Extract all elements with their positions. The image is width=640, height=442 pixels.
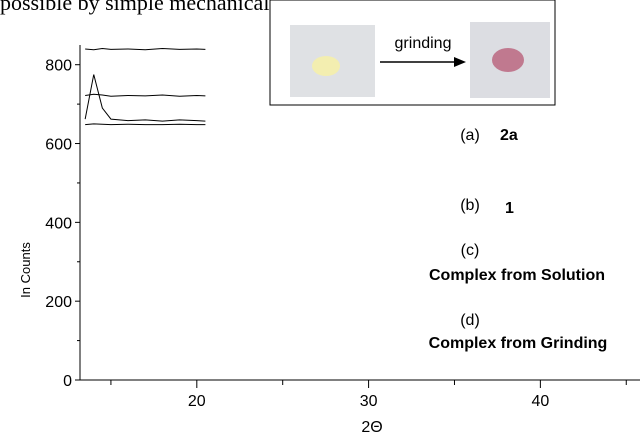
inset: grinding xyxy=(269,0,556,106)
x-tick-label: 40 xyxy=(531,393,549,410)
trace xyxy=(85,93,206,97)
trace xyxy=(84,74,206,122)
trace xyxy=(85,123,206,126)
trace-name: 2a xyxy=(500,127,518,144)
trace-name: 1 xyxy=(505,200,514,217)
y-axis-label: In Counts xyxy=(18,242,33,298)
trace xyxy=(85,48,206,51)
x-axis-label: 2Θ xyxy=(361,419,382,436)
arrow-head xyxy=(454,57,466,67)
trace-name: Complex from Solution xyxy=(429,267,605,284)
y-tick-label: 600 xyxy=(45,137,72,154)
trace-name: Complex from Grinding xyxy=(429,335,608,352)
red-powder xyxy=(492,48,524,72)
trace-marker: (c) xyxy=(461,242,480,259)
trace-marker: (d) xyxy=(460,312,480,329)
body-text: possible by simple mechanical grinding. xyxy=(0,0,355,15)
trace-marker: (b) xyxy=(460,197,480,214)
x-tick-label: 30 xyxy=(360,393,378,410)
yellow-powder xyxy=(312,56,340,76)
y-tick-label: 0 xyxy=(63,373,72,390)
y-tick-label: 800 xyxy=(45,58,72,75)
x-tick-label: 20 xyxy=(188,393,206,410)
trace-marker: (a) xyxy=(460,127,480,144)
y-tick-label: 400 xyxy=(45,215,72,232)
inset-label: grinding xyxy=(395,35,452,52)
y-tick-label: 200 xyxy=(45,294,72,311)
